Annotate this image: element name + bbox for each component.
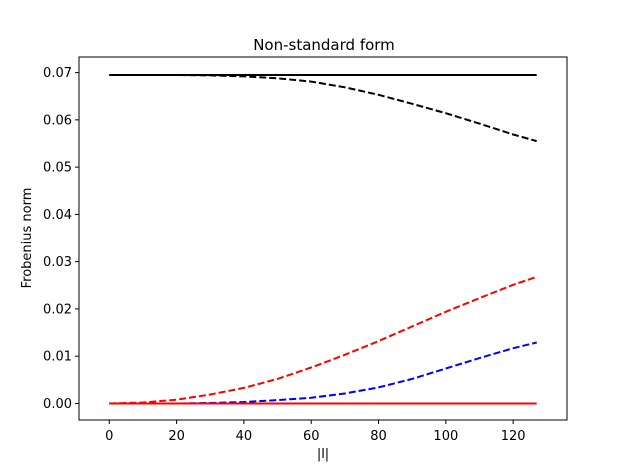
series-line-2: [109, 74, 537, 143]
x-axis-label: |l|: [317, 447, 329, 462]
series-line-4: [109, 341, 537, 405]
x-tick-label: 60: [303, 429, 320, 444]
series-line-3: [109, 275, 538, 405]
plot-frame: [78, 56, 568, 421]
x-tick-label: 120: [501, 429, 526, 444]
y-tick-label: 0.04: [43, 208, 72, 223]
y-tick-label: 0.00: [43, 397, 72, 412]
y-tick-label: 0.07: [43, 66, 72, 81]
x-tick-label: 100: [433, 429, 458, 444]
series-layer: [109, 74, 538, 405]
chart-title: Non-standard form: [253, 36, 395, 54]
x-axis-ticks: 0 20 40 60 80 100 120: [105, 420, 526, 444]
y-tick-label: 0.05: [43, 161, 72, 176]
y-tick-label: 0.02: [43, 302, 72, 317]
y-tick-label: 0.06: [43, 113, 72, 128]
x-tick-label: 0: [105, 429, 113, 444]
y-tick-label: 0.01: [43, 350, 72, 365]
y-tick-label: 0.03: [43, 255, 72, 270]
y-axis-label: Frobenius norm: [20, 188, 35, 289]
x-tick-label: 20: [168, 429, 185, 444]
x-tick-label: 40: [236, 429, 253, 444]
y-axis-ticks: 0.00 0.01 0.02 0.03 0.04 0.05 0.06 0.07: [43, 66, 79, 412]
x-tick-label: 80: [370, 429, 387, 444]
